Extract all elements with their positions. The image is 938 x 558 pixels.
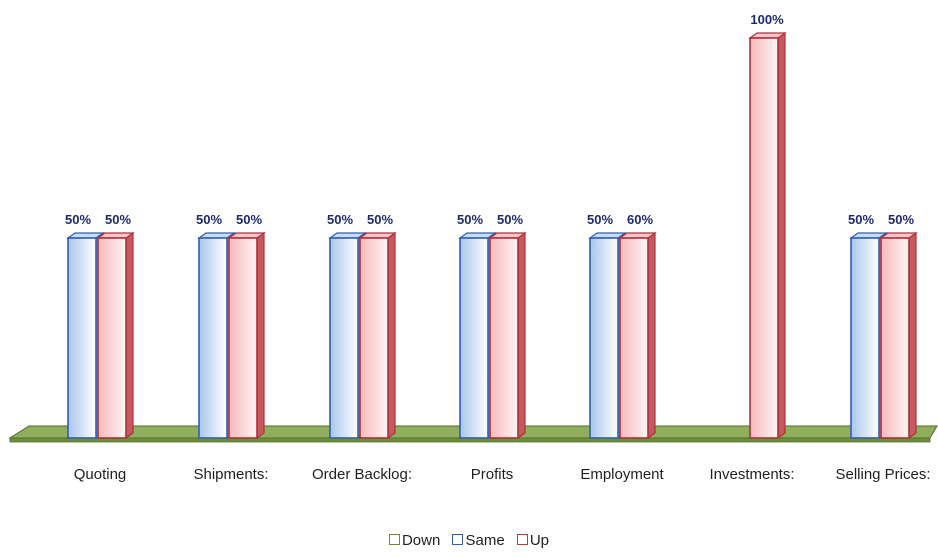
- value-label-same-shipments: 50%: [196, 212, 222, 227]
- category-label-quoting: Quoting: [73, 466, 127, 483]
- legend: Down Same Up: [0, 532, 938, 549]
- value-label-same-order-backlog: 50%: [327, 212, 353, 227]
- bar-up-quoting: [96, 231, 135, 440]
- legend-item-up: Up: [516, 532, 550, 549]
- legend-swatch-up: [516, 534, 528, 545]
- value-label-same-profits: 50%: [457, 212, 483, 227]
- bar-up-investments: [748, 31, 787, 440]
- category-label-shipments: Shipments:: [193, 466, 269, 483]
- value-labels-group: 50% 50% 50% 50% 50% 50% 50% 50% 50% 60% 100% 50% 50%: [65, 12, 914, 227]
- category-label-order-backlog: Order Backlog:: [311, 466, 413, 483]
- bar-up-profits: [488, 231, 527, 440]
- category-label-selling-prices: Selling Prices:: [835, 466, 931, 483]
- value-label-up-quoting: 50%: [105, 212, 131, 227]
- legend-label-up: Up: [529, 532, 550, 549]
- value-label-same-selling-prices: 50%: [848, 212, 874, 227]
- legend-swatch-down: [388, 534, 400, 545]
- bar-up-employment: [618, 231, 657, 440]
- value-label-same-quoting: 50%: [65, 212, 91, 227]
- value-label-up-profits: 50%: [497, 212, 523, 227]
- bar-up-selling-prices: [879, 231, 918, 440]
- value-label-up-shipments: 50%: [236, 212, 262, 227]
- legend-item-down: Down: [388, 532, 441, 549]
- value-label-up-investments: 100%: [750, 12, 784, 27]
- legend-label-same: Same: [465, 532, 505, 549]
- bar-up-shipments: [227, 231, 266, 440]
- legend-swatch-same: [452, 534, 464, 545]
- legend-item-same: Same: [452, 532, 505, 549]
- bars-group: [66, 31, 918, 440]
- value-label-up-employment: 60%: [627, 212, 653, 227]
- category-label-investments: Investments:: [709, 466, 795, 483]
- bar-up-order-backlog: [358, 231, 397, 440]
- category-label-employment: Employment: [580, 466, 664, 483]
- value-label-up-selling-prices: 50%: [888, 212, 914, 227]
- value-label-same-employment: 50%: [587, 212, 613, 227]
- legend-label-down: Down: [401, 532, 441, 549]
- value-label-up-order-backlog: 50%: [367, 212, 393, 227]
- category-label-profits: Profits: [470, 466, 514, 483]
